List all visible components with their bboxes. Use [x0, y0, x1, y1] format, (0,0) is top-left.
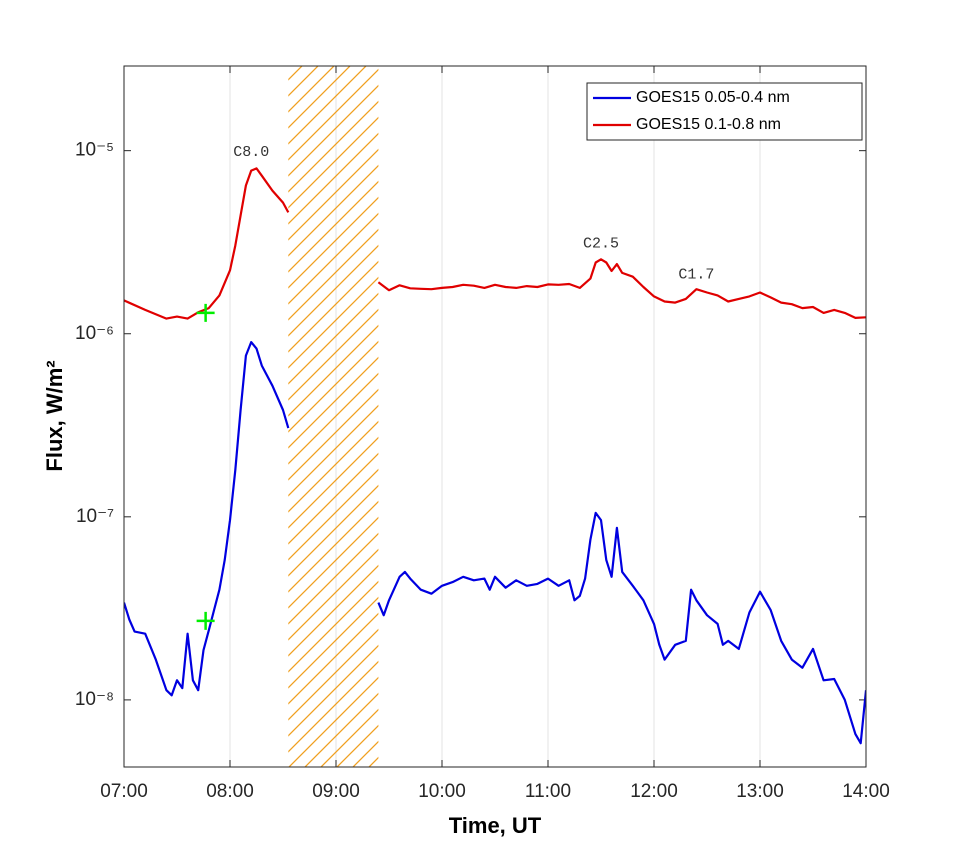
marker	[196, 303, 215, 322]
series-line	[124, 167, 866, 320]
legend-label: GOES15 0.1-0.8 nm	[636, 116, 781, 133]
legend-box	[586, 82, 863, 141]
x-tick-label: 07:00	[100, 781, 148, 802]
y-tick-label: 10⁻⁵	[75, 140, 114, 161]
x-tick-label: 08:00	[206, 781, 254, 802]
x-tick-label: 11:00	[525, 781, 571, 802]
y-tick-label: 10⁻⁶	[75, 323, 114, 344]
marker	[196, 611, 215, 630]
x-axis-label: Time, UT	[449, 813, 542, 838]
annotation: C2.5	[583, 236, 619, 253]
y-tick-label: 10⁻⁷	[76, 506, 114, 527]
x-tick-label: 09:00	[312, 781, 360, 802]
plot-frame	[123, 65, 867, 768]
annotation: C1.7	[678, 267, 714, 284]
series-line	[124, 341, 866, 745]
x-tick-label: 14:00	[842, 781, 890, 802]
x-tick-label: 12:00	[630, 781, 678, 802]
legend-label: GOES15 0.05-0.4 nm	[636, 89, 790, 106]
annotation: C8.0	[233, 144, 269, 161]
y-axis-label: Flux, W/m²	[42, 360, 67, 471]
x-tick-label: 10:00	[418, 781, 466, 802]
data-gap	[288, 66, 379, 767]
y-tick-label: 10⁻⁸	[75, 689, 114, 710]
x-tick-label: 13:00	[736, 781, 784, 802]
